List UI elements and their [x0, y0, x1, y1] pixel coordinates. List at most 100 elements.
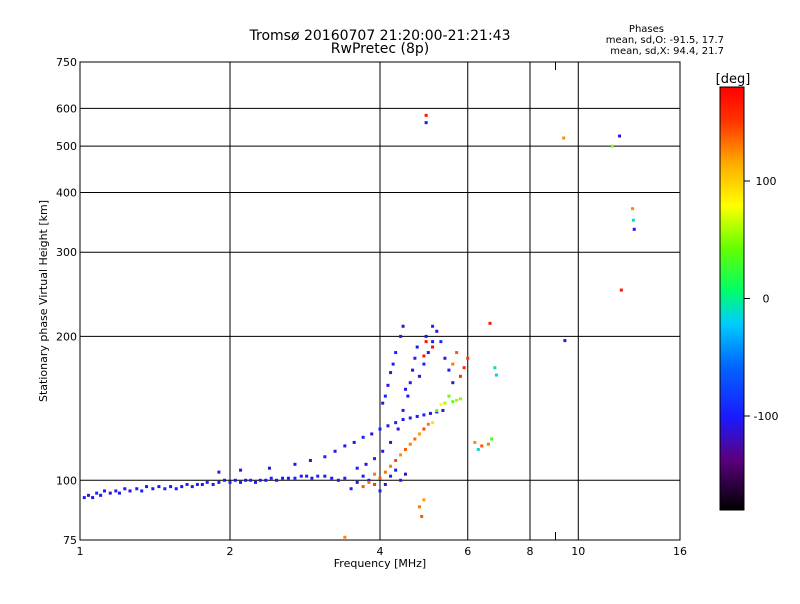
data-point: [490, 437, 494, 441]
stats-heading: Phases: [629, 24, 664, 35]
colorbar-tick-label: 0: [763, 293, 770, 306]
data-point: [451, 381, 455, 385]
data-point: [117, 491, 121, 495]
data-point: [406, 394, 410, 398]
data-point: [408, 416, 412, 420]
data-point: [431, 421, 435, 425]
data-point: [211, 482, 215, 486]
data-point: [426, 422, 430, 426]
data-point: [618, 134, 622, 138]
data-point: [249, 478, 253, 482]
data-point: [293, 476, 297, 480]
data-point: [195, 482, 199, 486]
data-point: [431, 340, 435, 344]
data-point: [205, 480, 209, 484]
data-point: [364, 462, 368, 466]
data-point: [323, 455, 327, 459]
data-point: [82, 496, 86, 500]
data-point: [180, 485, 184, 489]
data-point: [455, 398, 459, 402]
data-point: [157, 485, 161, 489]
data-point: [151, 487, 155, 491]
data-point: [420, 514, 424, 518]
data-point: [401, 324, 405, 328]
data-point: [103, 489, 107, 493]
data-point: [373, 457, 377, 461]
data-point: [401, 418, 405, 422]
data-point: [473, 440, 477, 444]
data-point: [343, 535, 347, 539]
y-tick-label: 600: [56, 102, 77, 115]
data-point: [422, 498, 426, 502]
data-point: [488, 321, 492, 325]
data-point: [361, 435, 365, 439]
y-tick-label: 200: [56, 330, 77, 343]
x-axis-ticks: 1 2 4 6 8 10 16: [77, 62, 687, 558]
data-point: [174, 487, 178, 491]
data-point: [486, 442, 490, 446]
data-point: [439, 403, 443, 407]
data-point: [562, 136, 566, 140]
data-point: [417, 432, 421, 436]
data-point: [281, 476, 285, 480]
colorbar-label: [deg]: [716, 72, 751, 87]
data-point: [190, 485, 194, 489]
data-point: [619, 288, 623, 292]
data-point: [424, 113, 428, 117]
data-point: [563, 339, 567, 343]
data-point: [253, 480, 257, 484]
data-point: [447, 394, 451, 398]
data-point: [431, 345, 435, 349]
data-point: [378, 427, 382, 431]
data-point: [422, 427, 426, 431]
y-tick-label: 100: [56, 474, 77, 487]
data-point: [466, 356, 470, 360]
data-point: [408, 381, 412, 385]
data-point: [631, 207, 635, 211]
data-point: [396, 427, 400, 431]
data-point: [424, 121, 428, 125]
data-point: [169, 485, 173, 489]
data-point: [381, 401, 385, 405]
data-point: [389, 371, 393, 375]
data-point: [355, 466, 359, 470]
data-point: [383, 470, 387, 474]
y-axis-ticks: 75 100 200 300 400 500 600 750: [56, 56, 77, 547]
data-point: [426, 351, 430, 355]
y-tick-label: 500: [56, 140, 77, 153]
y-tick-label: 750: [56, 56, 77, 69]
stats-line-x: mean, sd,X: 94.4, 21.7: [610, 46, 724, 57]
data-point: [244, 478, 248, 482]
data-point: [399, 453, 403, 457]
grid-lines: [80, 62, 680, 540]
data-point: [458, 374, 462, 378]
data-point: [336, 478, 340, 482]
data-point: [389, 474, 393, 478]
data-point: [135, 487, 139, 491]
data-point: [140, 489, 144, 493]
data-point: [275, 478, 279, 482]
data-point: [494, 373, 498, 377]
data-point: [145, 485, 149, 489]
data-point: [286, 476, 290, 480]
data-point: [361, 485, 365, 489]
x-tick-label: 4: [377, 545, 384, 558]
data-point: [383, 394, 387, 398]
data-point: [200, 482, 204, 486]
data-point: [269, 476, 273, 480]
data-point: [391, 362, 395, 366]
x-tick-label: 6: [464, 545, 471, 558]
colorbar-tick-label: -100: [754, 410, 779, 423]
data-point: [223, 478, 227, 482]
data-point: [370, 432, 374, 436]
data-point: [394, 421, 398, 425]
data-point: [480, 444, 484, 448]
data-point: [428, 411, 432, 415]
x-tick-label: 16: [673, 545, 687, 558]
x-tick-label: 8: [527, 545, 534, 558]
data-point: [239, 468, 243, 472]
data-point: [422, 362, 426, 366]
data-point: [435, 408, 439, 412]
